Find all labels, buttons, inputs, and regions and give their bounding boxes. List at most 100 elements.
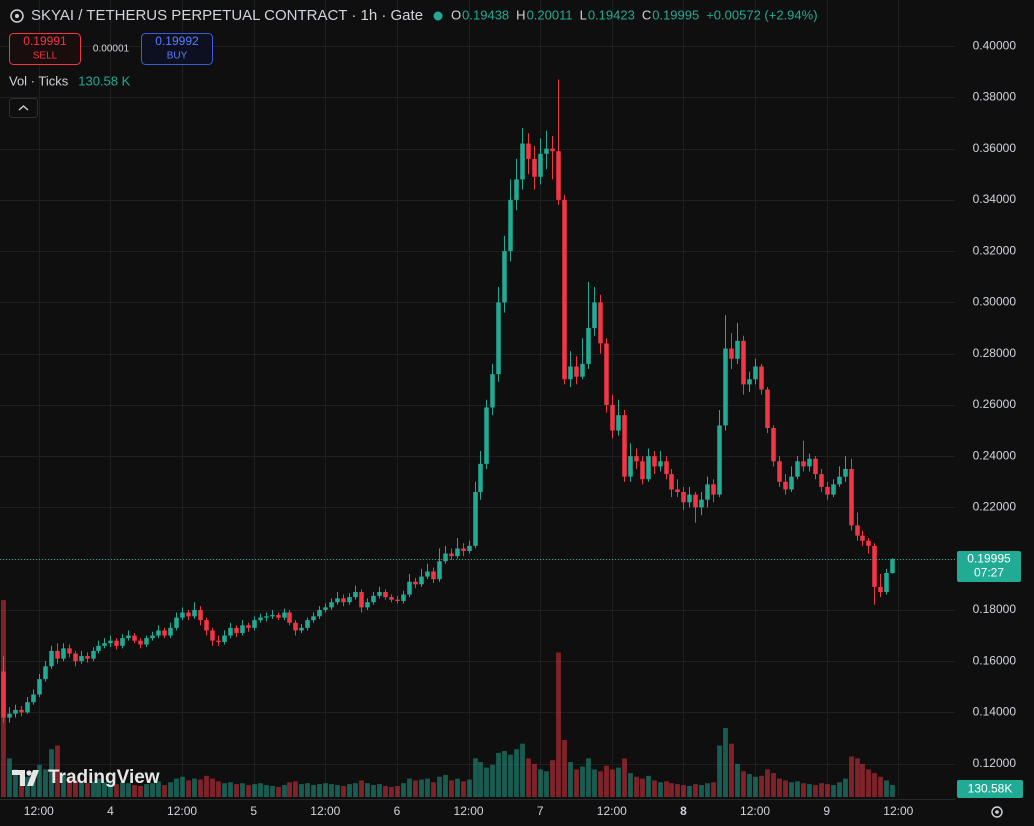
candle-body	[628, 456, 633, 477]
volume-bar	[461, 781, 466, 797]
candle-body	[365, 602, 370, 608]
volume-bar	[550, 760, 555, 797]
candle-body	[520, 143, 525, 180]
volume-bar	[586, 758, 591, 797]
candle-body	[699, 499, 704, 508]
candle-body	[502, 251, 507, 303]
volume-bar	[353, 783, 358, 797]
candle-body	[455, 548, 460, 557]
ohlc-value: 0.19438	[462, 7, 509, 22]
volume-bar	[323, 783, 328, 797]
candle-body	[168, 627, 173, 636]
collapse-icon	[18, 105, 29, 111]
candle-body	[717, 425, 722, 495]
candle-body	[640, 461, 645, 480]
volume-bar	[622, 758, 627, 797]
volume-bar	[108, 783, 113, 797]
y-tick-label: 0.18000	[973, 602, 1017, 616]
volume-bar	[449, 780, 454, 797]
volume-bar	[669, 783, 674, 797]
volume-bar	[389, 786, 394, 797]
volume-bar	[717, 745, 722, 797]
candle-body	[849, 468, 854, 526]
volume-bar	[538, 769, 543, 797]
volume-bar	[628, 773, 633, 797]
candle-body	[228, 627, 233, 636]
volume-bar	[413, 780, 418, 797]
spread: 0.00001	[93, 44, 130, 55]
volume-bar	[741, 771, 746, 797]
candle-body	[484, 407, 489, 464]
candle-body	[7, 713, 12, 718]
volume-bar	[843, 778, 848, 797]
volume-bar	[813, 785, 818, 797]
last-price-label: 0.19995	[967, 552, 1011, 566]
y-tick-label: 0.30000	[973, 295, 1017, 309]
volume-bar	[79, 782, 84, 797]
volume-bar	[246, 785, 251, 797]
candle-body	[276, 615, 281, 618]
candle-body	[425, 571, 430, 577]
x-tick-label: 12:00	[740, 804, 770, 818]
x-tick-label: 9	[823, 804, 830, 818]
volume-bar	[311, 785, 316, 797]
candle-body	[765, 389, 770, 428]
volume-pane	[1, 600, 895, 797]
candle-body	[204, 620, 209, 631]
volume-bar	[705, 783, 710, 797]
volume-bar	[43, 769, 48, 797]
candle-body	[825, 486, 830, 495]
volume-bar	[484, 767, 489, 797]
candle-body	[102, 643, 107, 646]
candle-body	[646, 456, 651, 480]
candle-body	[186, 612, 191, 617]
sell-button[interactable]	[9, 33, 81, 65]
volume-bar	[490, 764, 495, 797]
volume-bar	[174, 778, 179, 797]
volume-bar	[180, 776, 185, 797]
candle-body	[753, 366, 758, 380]
candle-body	[359, 591, 364, 608]
y-tick-label: 0.26000	[973, 397, 1017, 411]
candle-body	[353, 591, 358, 598]
candle-body	[216, 640, 221, 642]
candle-body	[311, 616, 316, 621]
volume-bar	[270, 785, 275, 797]
candle-body	[568, 366, 573, 380]
settings-icon-center	[995, 810, 999, 814]
volume-bar	[252, 784, 257, 797]
volume-bar	[365, 783, 370, 797]
candle-body	[550, 148, 555, 152]
collapse-button[interactable]	[9, 98, 38, 118]
candle-body	[508, 199, 513, 252]
volume-bar	[872, 773, 877, 797]
candle-body	[705, 484, 710, 500]
candle-body	[747, 379, 752, 385]
candle-body	[407, 581, 412, 595]
candle-body	[604, 343, 609, 405]
chart-title: SKYAI / TETHERUS PERPETUAL CONTRACT · 1h…	[31, 7, 423, 24]
volume-bar	[616, 767, 621, 797]
candle-body	[723, 348, 728, 426]
volume-bar	[658, 782, 663, 797]
volume-bar	[508, 754, 513, 797]
volume-bar	[132, 785, 137, 797]
volume-bar	[866, 769, 871, 797]
buy-button[interactable]	[141, 33, 213, 65]
volume-label-box	[957, 780, 1023, 798]
candle-body	[574, 366, 579, 377]
volume-bar	[544, 771, 549, 797]
volume-bar	[61, 774, 66, 797]
candle-body	[759, 366, 764, 390]
candle-body	[801, 461, 806, 467]
volume-bar	[156, 781, 161, 797]
ohlc-label: C	[642, 7, 651, 22]
volume-bar	[699, 785, 704, 797]
candle-body	[258, 617, 263, 621]
candle-body	[419, 576, 424, 585]
candle-body	[878, 586, 883, 592]
candle-body	[43, 666, 48, 680]
volume-bar	[335, 785, 340, 797]
candle-body	[126, 635, 131, 639]
